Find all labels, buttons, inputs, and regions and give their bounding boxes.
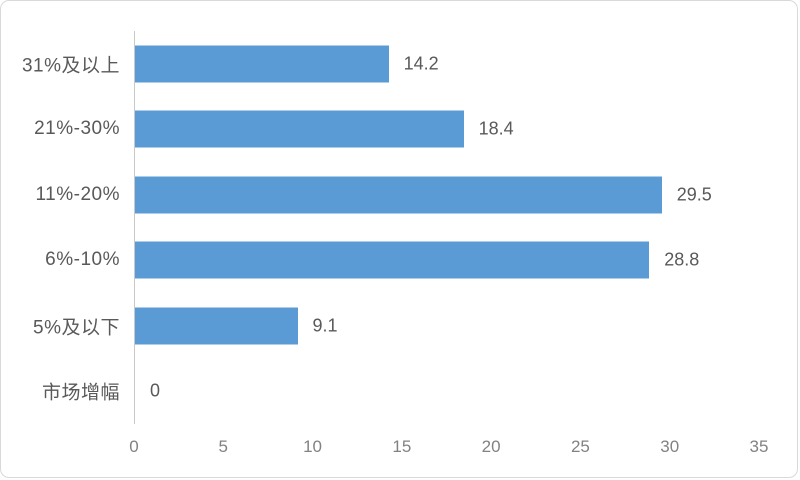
category-label: 5%及以下 bbox=[33, 317, 120, 339]
category-label: 11%-20% bbox=[35, 183, 120, 205]
bar-row: 31%及以上 14.2 bbox=[1, 31, 797, 97]
bar-row: 21%-30% 18.4 bbox=[1, 97, 797, 163]
value-label: 18.4 bbox=[478, 118, 514, 139]
x-tick-label: 35 bbox=[749, 437, 769, 456]
x-tick-label: 15 bbox=[392, 437, 412, 456]
bar-row: 6%-10% 28.8 bbox=[1, 228, 797, 294]
x-tick-label: 20 bbox=[481, 437, 501, 456]
x-tick-label: 5 bbox=[218, 437, 229, 456]
x-tick-label: 0 bbox=[129, 437, 139, 456]
value-label: 9.1 bbox=[312, 315, 338, 336]
bar-row: 市场增幅 0 bbox=[1, 359, 797, 425]
bar-row: 5%及以下 9.1 bbox=[1, 293, 797, 359]
bar bbox=[135, 176, 662, 214]
category-label: 21%-30% bbox=[34, 118, 120, 140]
category-label: 6%-10% bbox=[45, 249, 120, 271]
value-label: 28.8 bbox=[664, 249, 700, 270]
x-tick-label: 25 bbox=[570, 437, 590, 456]
x-axis: 0 5 10 15 20 25 30 35 bbox=[1, 433, 797, 465]
category-axis-line bbox=[134, 31, 135, 424]
bar-rows: 31%及以上 14.2 21%-30% 18.4 11%-20% 29.5 6%-10% 28… bbox=[1, 31, 797, 424]
x-tick-label: 10 bbox=[303, 437, 323, 456]
bar-row: 11%-20% 29.5 bbox=[1, 162, 797, 228]
value-label: 14.2 bbox=[403, 53, 439, 74]
x-tick-label: 30 bbox=[660, 437, 680, 456]
category-label: 31%及以上 bbox=[21, 55, 120, 77]
bar bbox=[135, 307, 298, 345]
bar bbox=[135, 241, 650, 279]
category-label: 市场增幅 bbox=[41, 382, 120, 404]
bar bbox=[135, 110, 464, 148]
value-label: 29.5 bbox=[676, 184, 712, 205]
bar bbox=[135, 45, 389, 83]
value-label: 0 bbox=[150, 380, 161, 401]
